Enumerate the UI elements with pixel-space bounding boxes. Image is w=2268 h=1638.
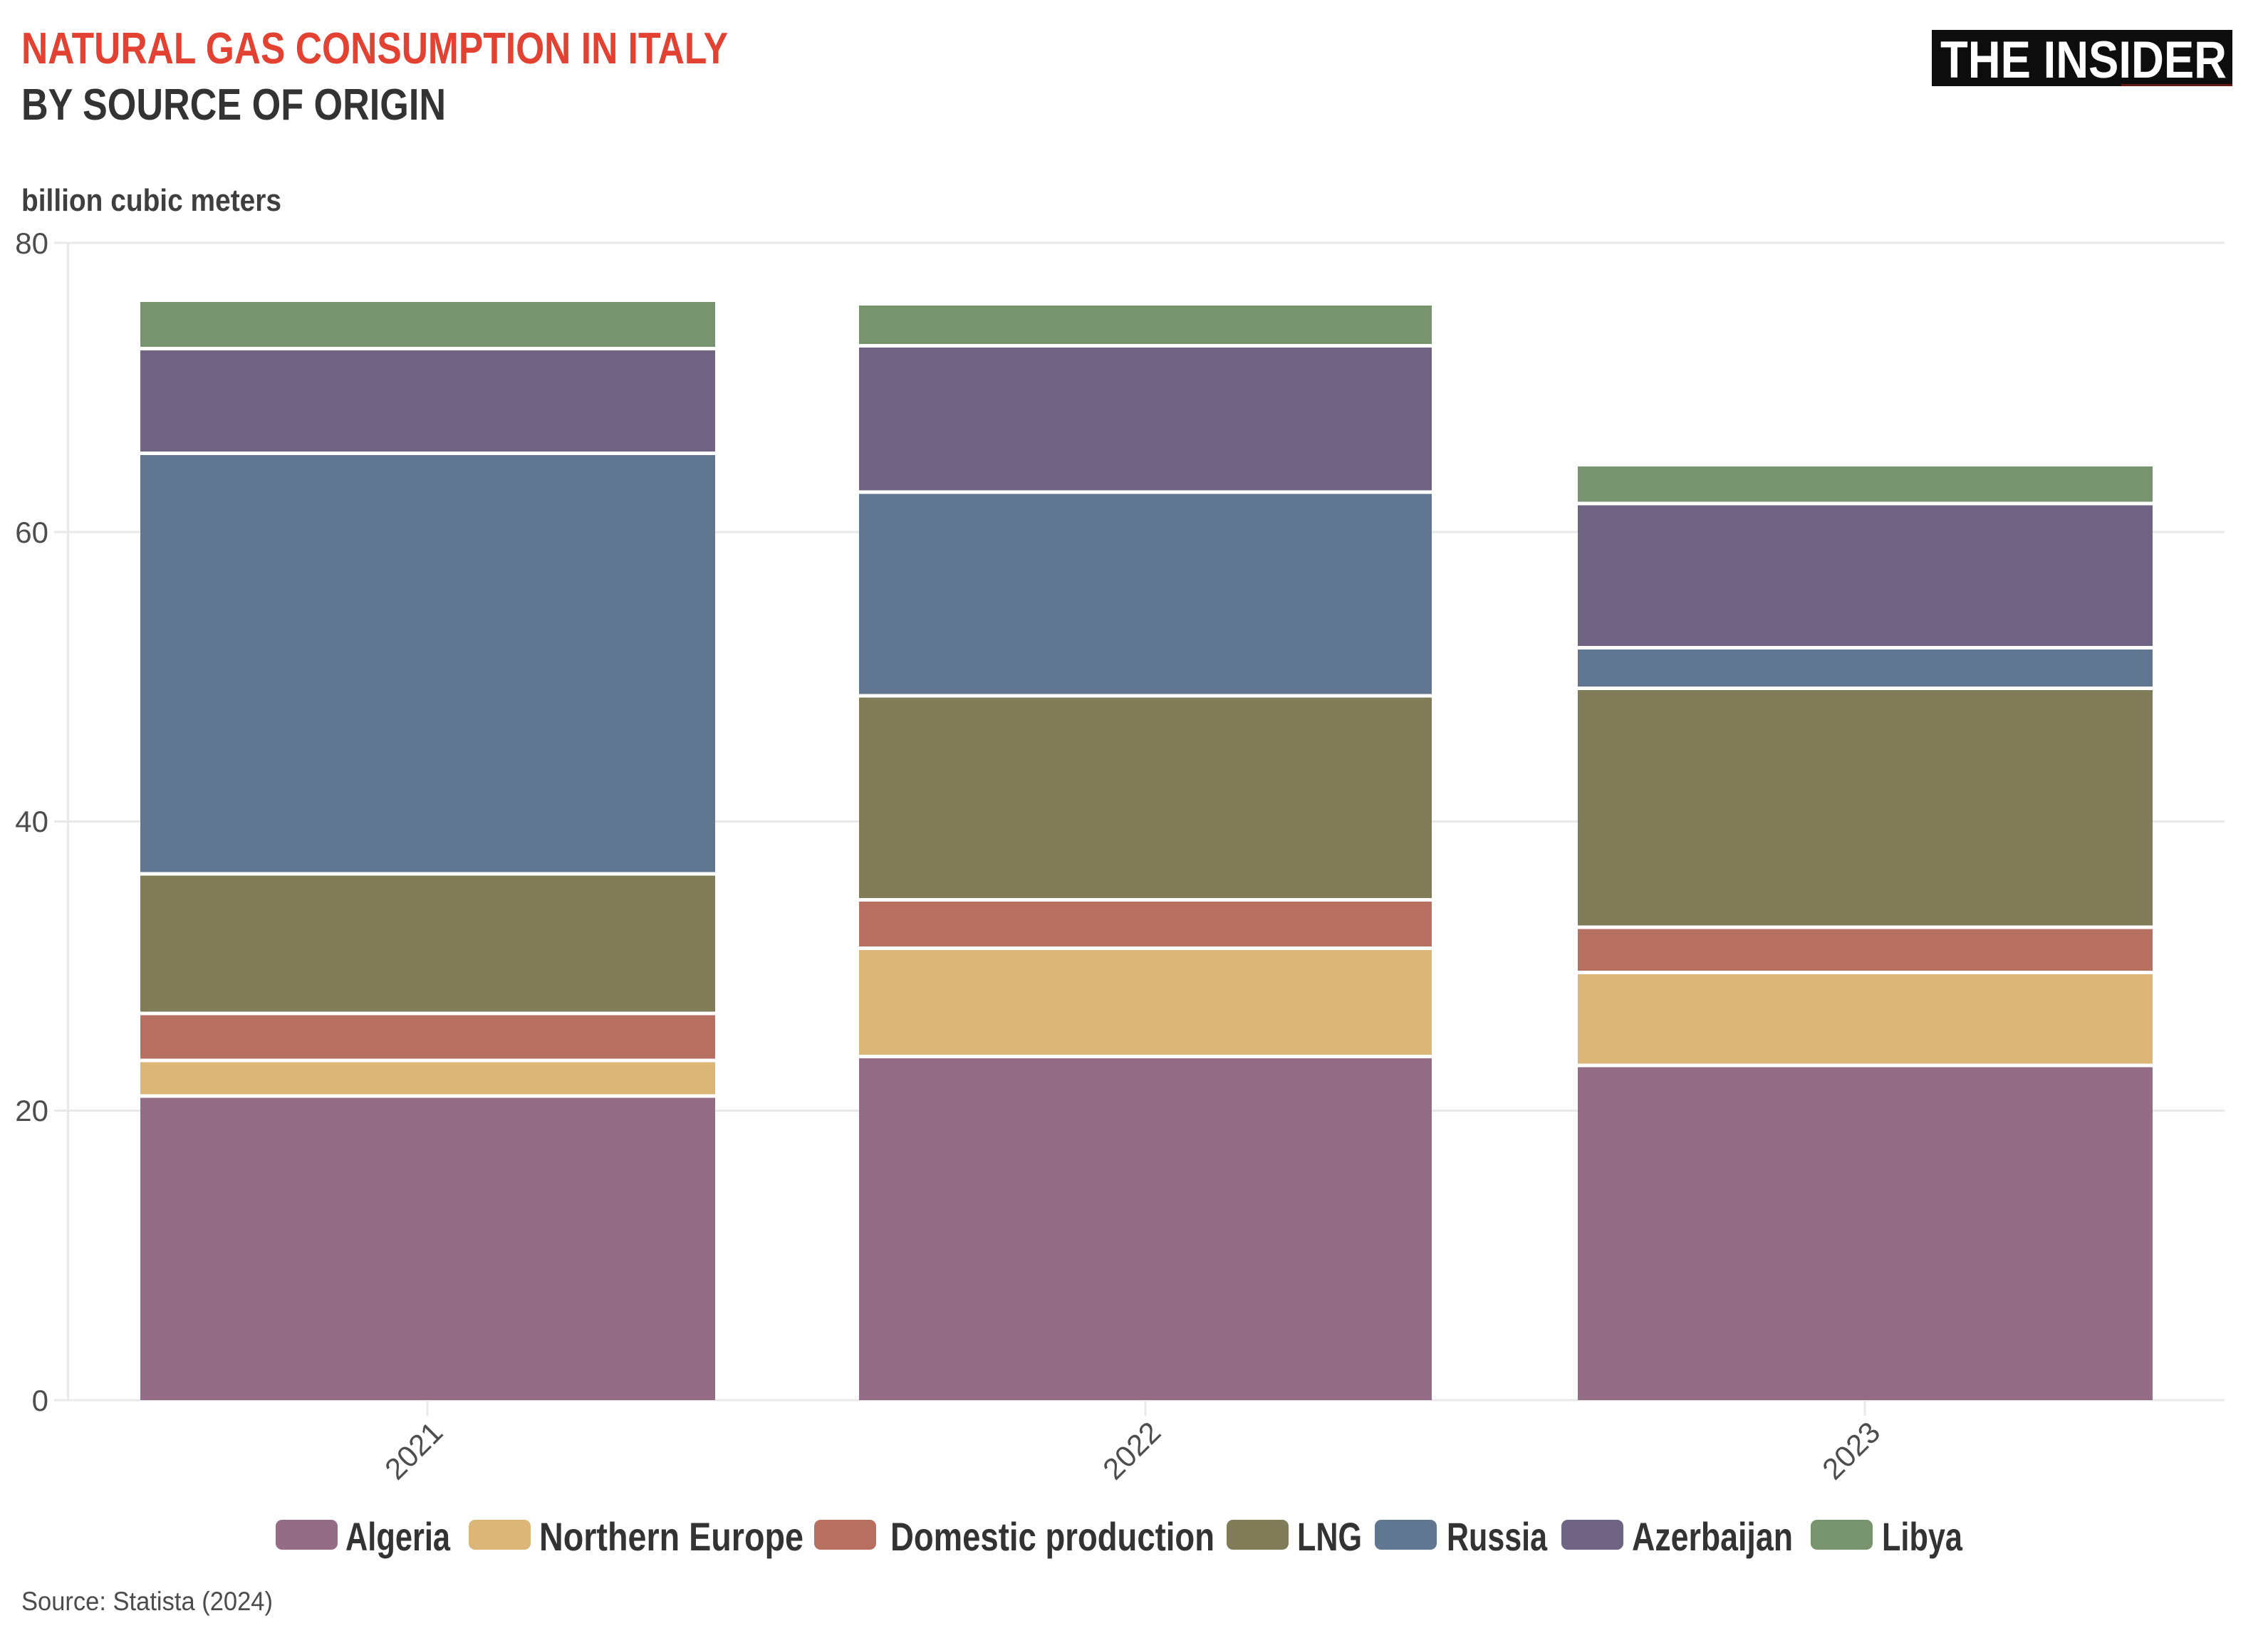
svg-text:Libya: Libya (1882, 1514, 1963, 1559)
svg-text:0: 0 (32, 1384, 48, 1417)
svg-text:80: 80 (15, 226, 48, 260)
svg-text:Russia: Russia (1447, 1514, 1548, 1559)
svg-text:Source: Statista (2024): Source: Statista (2024) (21, 1587, 273, 1616)
svg-text:THE INSIDER: THE INSIDER (1940, 31, 2227, 89)
svg-text:NATURAL GAS CONSUMPTION IN ITA: NATURAL GAS CONSUMPTION IN ITALY (21, 24, 728, 73)
svg-text:60: 60 (15, 516, 48, 549)
svg-text:Domestic production: Domestic production (890, 1514, 1214, 1559)
svg-text:Algeria: Algeria (345, 1514, 451, 1559)
svg-text:Azerbaijan: Azerbaijan (1632, 1514, 1793, 1559)
svg-text:billion cubic meters: billion cubic meters (21, 183, 281, 218)
svg-text:20: 20 (15, 1094, 48, 1127)
svg-text:LNG: LNG (1297, 1514, 1362, 1559)
svg-text:40: 40 (15, 805, 48, 838)
svg-text:BY SOURCE OF ORIGIN: BY SOURCE OF ORIGIN (21, 80, 446, 130)
svg-text:Northern Europe: Northern Europe (539, 1514, 803, 1559)
